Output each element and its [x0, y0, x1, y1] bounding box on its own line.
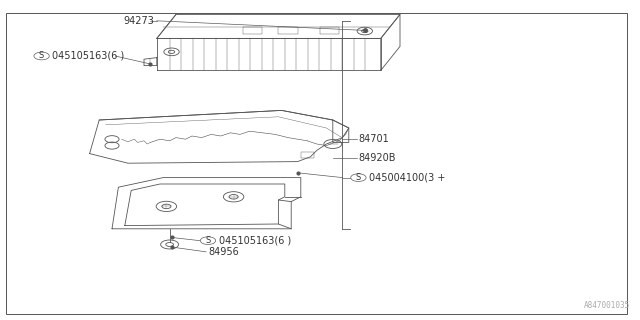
- Text: A847001035: A847001035: [584, 301, 630, 310]
- Text: S: S: [39, 52, 44, 60]
- Text: 94273: 94273: [123, 16, 154, 26]
- Text: S: S: [356, 173, 361, 182]
- Text: S: S: [205, 236, 211, 245]
- Text: 84956: 84956: [208, 247, 239, 257]
- Text: 045004100(3 +: 045004100(3 +: [369, 172, 445, 183]
- Text: 84701: 84701: [358, 134, 389, 144]
- Text: 84920B: 84920B: [358, 153, 396, 164]
- Text: 045105163(6 ): 045105163(6 ): [52, 51, 124, 61]
- Text: 045105163(6 ): 045105163(6 ): [219, 236, 291, 246]
